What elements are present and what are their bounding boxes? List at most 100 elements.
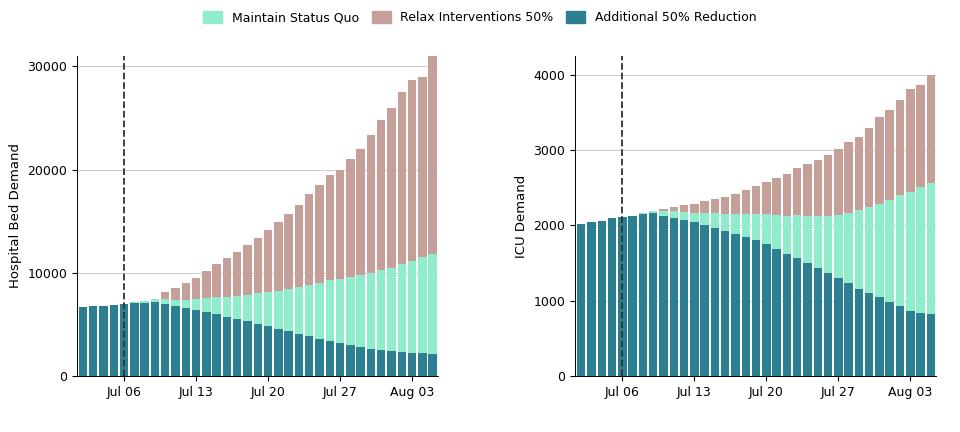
Bar [741, 214, 750, 237]
Bar [865, 293, 874, 376]
Bar [347, 277, 354, 346]
Bar [79, 307, 87, 376]
Bar [741, 237, 750, 376]
Bar [876, 203, 883, 297]
Bar [387, 108, 396, 267]
Bar [140, 301, 149, 303]
Bar [284, 289, 293, 331]
Bar [99, 306, 108, 376]
Bar [638, 213, 647, 214]
Bar [161, 299, 170, 304]
Bar [275, 329, 282, 376]
Bar [885, 200, 894, 302]
Bar [906, 191, 915, 311]
Bar [264, 292, 273, 326]
Bar [721, 231, 730, 376]
Bar [618, 217, 627, 376]
Bar [813, 267, 822, 376]
Bar [845, 213, 852, 283]
Bar [813, 160, 822, 216]
Bar [824, 273, 832, 376]
Bar [212, 298, 221, 314]
Bar [325, 280, 334, 341]
Bar [669, 211, 678, 218]
Bar [428, 354, 437, 376]
Bar [151, 299, 159, 302]
Bar [896, 195, 904, 306]
Bar [347, 159, 354, 277]
Bar [140, 303, 149, 376]
Bar [275, 222, 282, 291]
Bar [773, 249, 780, 376]
Legend: Maintain Status Quo, Relax Interventions 50%, Additional 50% Reduction: Maintain Status Quo, Relax Interventions… [199, 6, 761, 29]
Bar [171, 299, 180, 306]
Bar [793, 168, 802, 215]
Bar [419, 257, 426, 353]
Bar [690, 203, 699, 213]
Bar [834, 278, 843, 376]
Bar [690, 222, 699, 376]
Bar [315, 283, 324, 339]
Bar [813, 216, 822, 267]
Bar [243, 321, 252, 376]
Bar [284, 331, 293, 376]
Bar [629, 216, 636, 376]
Bar [181, 308, 190, 376]
Bar [649, 213, 658, 376]
Bar [325, 341, 334, 376]
Bar [295, 205, 303, 287]
Bar [845, 283, 852, 376]
Bar [151, 302, 159, 376]
Bar [669, 218, 678, 376]
Bar [752, 241, 760, 376]
Bar [387, 267, 396, 351]
Bar [233, 252, 242, 296]
Bar [854, 289, 863, 376]
Bar [701, 201, 708, 213]
Bar [336, 343, 345, 376]
Bar [367, 273, 375, 349]
Bar [710, 213, 719, 228]
Bar [356, 275, 365, 347]
Bar [284, 214, 293, 289]
Bar [917, 86, 924, 187]
Bar [876, 117, 883, 203]
Bar [732, 214, 739, 234]
Bar [865, 127, 874, 207]
Bar [89, 306, 98, 376]
Bar [203, 299, 210, 312]
Bar [223, 297, 231, 317]
Bar [597, 221, 606, 376]
Bar [356, 347, 365, 376]
Bar [367, 134, 375, 273]
Bar [834, 149, 843, 215]
Bar [752, 214, 760, 241]
Bar [161, 304, 170, 376]
Bar [408, 353, 417, 376]
Bar [336, 279, 345, 343]
Bar [876, 297, 883, 376]
Bar [710, 228, 719, 376]
Bar [804, 165, 811, 216]
Bar [721, 214, 730, 231]
Bar [854, 210, 863, 289]
Bar [305, 336, 314, 376]
Bar [710, 199, 719, 213]
Bar [161, 292, 170, 299]
Bar [212, 264, 221, 298]
Bar [120, 304, 129, 376]
Bar [171, 288, 180, 299]
Bar [638, 214, 647, 376]
Bar [192, 299, 201, 310]
Bar [377, 270, 386, 350]
Bar [305, 194, 314, 285]
Bar [721, 197, 730, 214]
Bar [680, 220, 688, 376]
Bar [608, 218, 616, 376]
Bar [264, 230, 273, 292]
Bar [732, 234, 739, 376]
Bar [428, 56, 437, 254]
Bar [701, 225, 708, 376]
Bar [773, 215, 780, 249]
Bar [885, 110, 894, 200]
